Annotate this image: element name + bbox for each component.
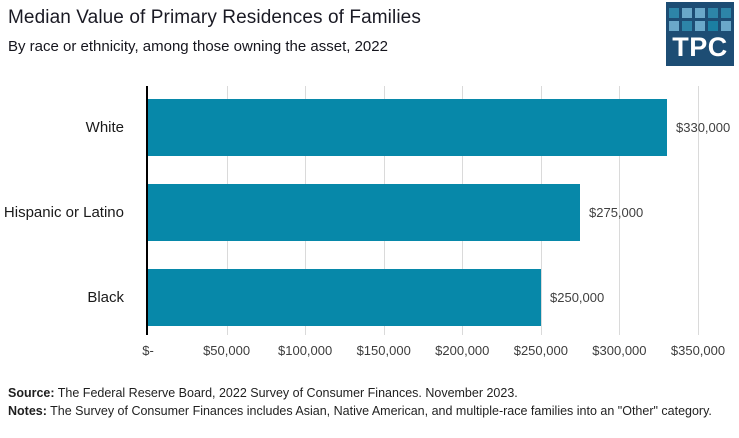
page-subtitle: By race or ethnicity, among those owning… (8, 38, 388, 55)
x-tick-label: $150,000 (356, 343, 411, 358)
notes-label: Notes: (8, 404, 47, 419)
logo-square (708, 21, 718, 31)
x-tick-label: $200,000 (435, 343, 490, 358)
source-label: Source: (8, 386, 55, 400)
x-tick-label: $250,000 (513, 343, 568, 358)
logo-mosaic-icon (669, 8, 731, 31)
value-label: $275,000 (589, 205, 644, 220)
logo-square (682, 21, 692, 31)
logo-square (721, 21, 731, 31)
value-label: $250,000 (550, 290, 605, 305)
logo-square (682, 8, 692, 18)
x-tick-label: $100,000 (278, 343, 333, 358)
x-tick-label: $300,000 (592, 343, 647, 358)
logo-square (721, 8, 731, 18)
bar-white (148, 99, 667, 156)
bar-black (148, 269, 541, 326)
logo-square (695, 21, 705, 31)
source-text: The Federal Reserve Board, 2022 Survey o… (54, 386, 518, 400)
bar-hispanic-or-latino (148, 184, 580, 241)
y-axis-line (146, 86, 148, 335)
footer-notes: Source: The Federal Reserve Board, 2022 … (8, 384, 730, 420)
bar-chart: $- $50,000 $100,000 $150,000 $200,000 $250,00… (3, 86, 731, 358)
logo-square (695, 8, 705, 18)
category-label: Black (87, 289, 124, 306)
category-label: Hispanic or Latino (3, 204, 124, 221)
page-title: Median Value of Primary Residences of Fa… (8, 7, 421, 28)
category-label: White (85, 119, 124, 136)
x-tick-label: $50,000 (203, 343, 251, 358)
logo-square (669, 8, 679, 18)
logo-text: TPC (672, 32, 728, 62)
logo-square (708, 8, 718, 18)
gridline (619, 86, 621, 335)
gridline (698, 86, 699, 335)
notes-text: The Survey of Consumer Finances includes… (46, 404, 712, 419)
logo-square (669, 21, 679, 31)
x-tick-label: $- (142, 343, 154, 358)
x-tick-label: $350,000 (670, 343, 726, 358)
tpc-logo: TPC (666, 2, 734, 66)
value-label: $330,000 (676, 120, 731, 135)
